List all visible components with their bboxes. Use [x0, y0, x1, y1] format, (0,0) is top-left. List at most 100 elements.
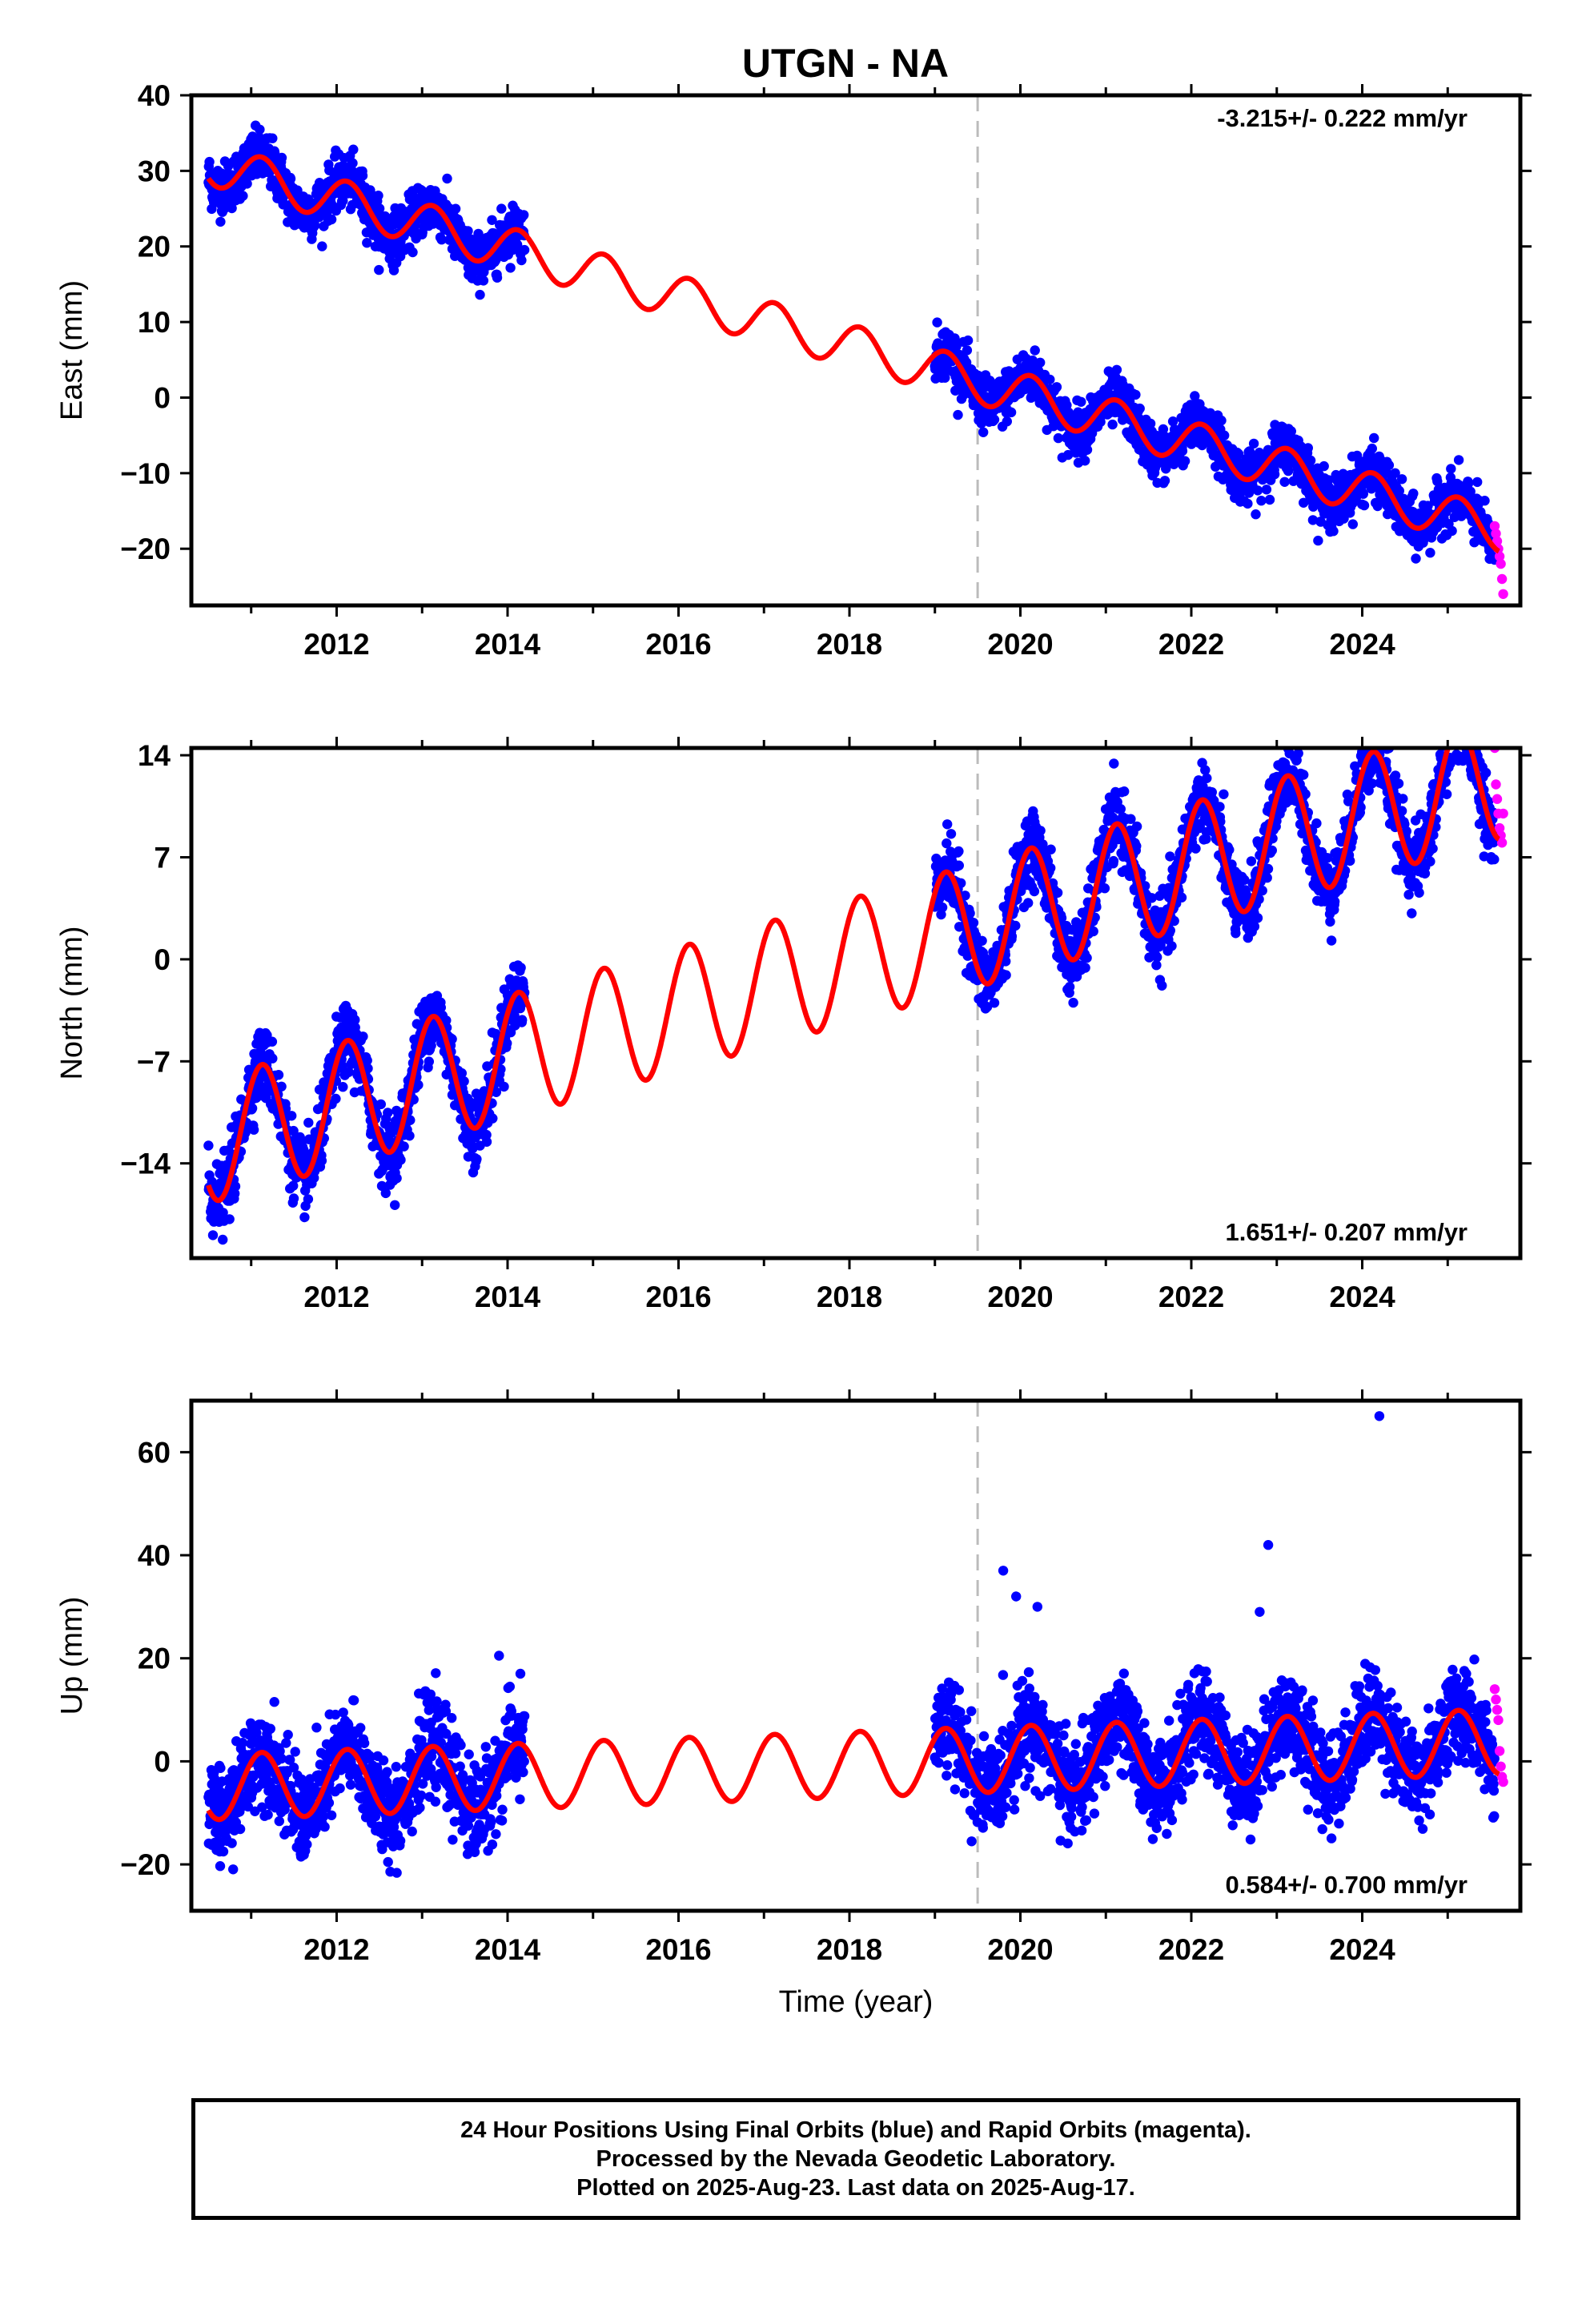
final-orbit-point — [1215, 802, 1225, 812]
final-orbit-point — [1177, 445, 1188, 456]
final-orbit-point — [1080, 963, 1090, 973]
x-tick-label: 2022 — [1158, 628, 1224, 661]
final-orbit-point — [1283, 465, 1294, 476]
final-orbit-point — [276, 152, 287, 163]
final-orbit-point — [1062, 449, 1074, 460]
final-orbit-point — [1029, 886, 1040, 897]
final-orbit-point — [1207, 787, 1218, 798]
final-orbit-point — [989, 414, 1000, 425]
final-orbit-point — [1152, 952, 1162, 963]
plot-frame — [189, 93, 1523, 608]
final-orbit-point — [946, 829, 957, 839]
chart-title: UTGN - NA — [742, 41, 949, 86]
final-orbit-point — [1249, 921, 1260, 932]
final-orbit-point — [1248, 438, 1259, 449]
final-orbit-point — [207, 1230, 219, 1240]
final-orbit-point — [932, 317, 942, 328]
final-orbit-point — [1358, 489, 1369, 499]
final-orbit-point — [450, 203, 461, 214]
final-orbit-point — [1329, 896, 1340, 907]
y-axis-label: East (mm) — [55, 280, 89, 420]
final-orbit-point — [309, 220, 320, 231]
final-orbit-point — [1219, 789, 1229, 799]
final-orbit-point — [227, 203, 237, 214]
final-orbit-point — [338, 195, 348, 206]
y-tick-label: 20 — [138, 231, 171, 263]
final-orbit-point — [436, 235, 447, 245]
final-orbit-point — [374, 264, 384, 275]
final-orbit-point — [1176, 892, 1187, 903]
final-orbit-point — [331, 1093, 341, 1104]
final-orbit-point — [267, 133, 278, 143]
final-orbit-point — [230, 1181, 241, 1192]
rapid-orbit-point — [1496, 558, 1506, 569]
final-orbit-point — [1359, 500, 1370, 511]
final-orbit-point — [1303, 443, 1314, 453]
final-orbit-point — [1411, 553, 1421, 564]
final-orbit-point — [937, 902, 948, 913]
final-orbit-point — [1159, 476, 1170, 486]
final-orbit-point — [953, 409, 963, 420]
final-orbit-point — [505, 263, 516, 273]
final-orbit-point — [1216, 415, 1227, 426]
final-orbit-point — [1219, 430, 1230, 440]
final-orbit-point — [1299, 497, 1309, 508]
final-orbit-point — [267, 1036, 278, 1047]
x-tick-label: 2020 — [987, 628, 1053, 661]
final-orbit-point — [459, 1076, 469, 1087]
final-orbit-point — [978, 427, 989, 437]
final-orbit-point — [1119, 786, 1130, 797]
final-orbit-point — [463, 226, 473, 236]
final-orbit-point — [1425, 548, 1435, 558]
final-orbit-point — [348, 144, 359, 155]
final-orbit-point — [1001, 970, 1011, 980]
final-orbit-point — [1157, 980, 1167, 991]
final-orbit-point — [242, 179, 252, 189]
final-orbit-point — [358, 1031, 368, 1042]
final-orbit-point — [1453, 455, 1464, 465]
final-orbit-point — [1108, 855, 1119, 866]
final-orbit-point — [1252, 485, 1263, 496]
plot-area — [203, 95, 1508, 605]
final-orbit-point — [255, 124, 265, 135]
final-orbit-point — [1166, 941, 1177, 951]
x-tick-label: 2024 — [1329, 628, 1395, 661]
final-orbit-point — [1046, 844, 1056, 854]
final-orbit-point — [1319, 460, 1329, 472]
final-orbit-point — [1076, 396, 1086, 407]
final-orbit-point — [1158, 424, 1169, 435]
final-orbit-point — [1311, 818, 1322, 829]
final-orbit-point — [968, 918, 979, 928]
final-orbit-point — [326, 214, 337, 225]
final-orbit-point — [475, 289, 485, 300]
final-orbit-point — [413, 1080, 424, 1090]
final-orbit-point — [1262, 872, 1272, 883]
final-orbit-point — [517, 1015, 528, 1025]
x-tick-label: 2014 — [475, 628, 541, 661]
final-orbit-point — [347, 158, 358, 168]
final-orbit-point — [1256, 496, 1267, 506]
velocity-annotation: -3.215+/- 0.222 mm/yr — [1217, 104, 1468, 132]
final-orbit-point — [1326, 935, 1337, 946]
y-tick-label: −10 — [120, 457, 171, 490]
final-orbit-point — [399, 1141, 409, 1152]
final-orbit-point — [1447, 525, 1457, 537]
final-orbit-point — [1325, 916, 1335, 927]
final-orbit-point — [1053, 432, 1064, 444]
final-orbit-point — [1394, 485, 1405, 497]
final-orbit-point — [390, 1200, 400, 1211]
rapid-orbit-point — [1496, 573, 1508, 585]
final-orbit-point — [1002, 416, 1013, 427]
final-orbit-point — [1347, 519, 1359, 529]
final-orbit-point — [1396, 474, 1407, 485]
final-orbit-point — [1035, 826, 1046, 836]
y-tick-label: 0 — [154, 381, 171, 414]
final-orbit-point — [478, 275, 489, 286]
final-orbit-point — [962, 345, 973, 356]
final-orbit-point — [1267, 845, 1278, 856]
final-orbit-point — [404, 1131, 415, 1141]
final-orbit-point — [1446, 464, 1456, 474]
final-orbit-point — [472, 1154, 482, 1164]
final-orbit-point — [496, 203, 507, 214]
